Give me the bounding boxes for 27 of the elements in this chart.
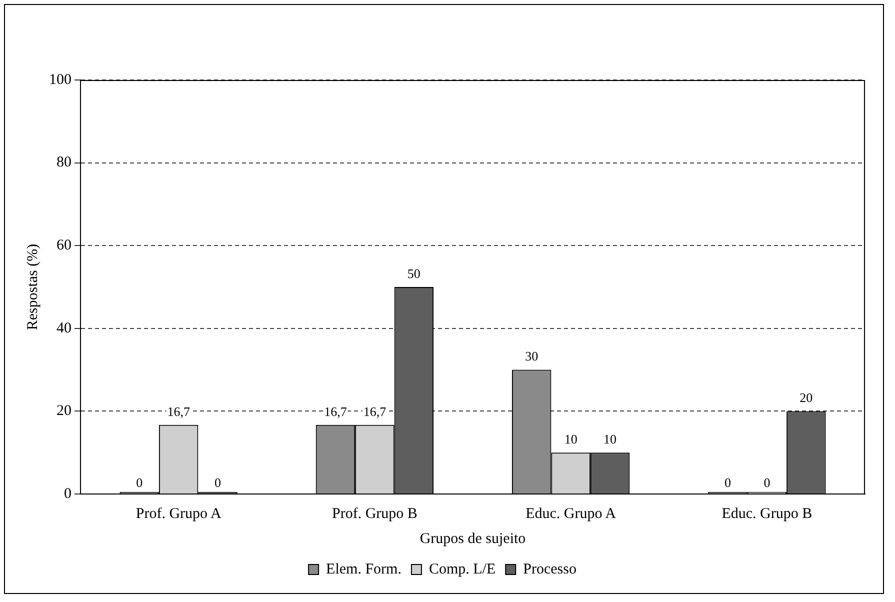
y-tick-label: 60 — [56, 238, 72, 254]
data-label: 16,7 — [167, 404, 190, 419]
y-tick-label: 100 — [49, 72, 72, 88]
data-label: 50 — [407, 266, 420, 281]
x-tick-label: Educ. Grupo A — [526, 506, 616, 522]
data-label: 0 — [214, 474, 222, 490]
y-axis-title: Respostas (%) — [24, 244, 41, 330]
x-axis-title: Grupos de sujeito — [420, 530, 526, 547]
y-tick-label: 80 — [56, 154, 72, 171]
y-tick-label: 40 — [56, 320, 72, 336]
data-label: 10 — [564, 432, 578, 447]
y-tick-label: 20 — [56, 403, 72, 420]
x-tick-label: Prof. Grupo B — [332, 506, 418, 522]
data-label: 10 — [604, 432, 617, 447]
x-tick-label: Educ. Grupo B — [722, 506, 812, 522]
legend-label: Processo — [523, 561, 576, 578]
legend-label: Comp. L/E — [428, 561, 496, 578]
y-tick-label: 0 — [64, 486, 72, 502]
data-label: 30 — [525, 348, 538, 364]
data-label: 20 — [800, 390, 813, 406]
x-tick-label: Prof. Grupo A — [136, 506, 222, 522]
data-label: 0 — [724, 474, 731, 490]
data-label: 16,7 — [324, 404, 348, 419]
data-label: 0 — [764, 474, 770, 490]
data-label: 16,7 — [363, 404, 387, 419]
legend-label: Elem. Form. — [326, 561, 402, 578]
data-label: 0 — [136, 474, 143, 490]
